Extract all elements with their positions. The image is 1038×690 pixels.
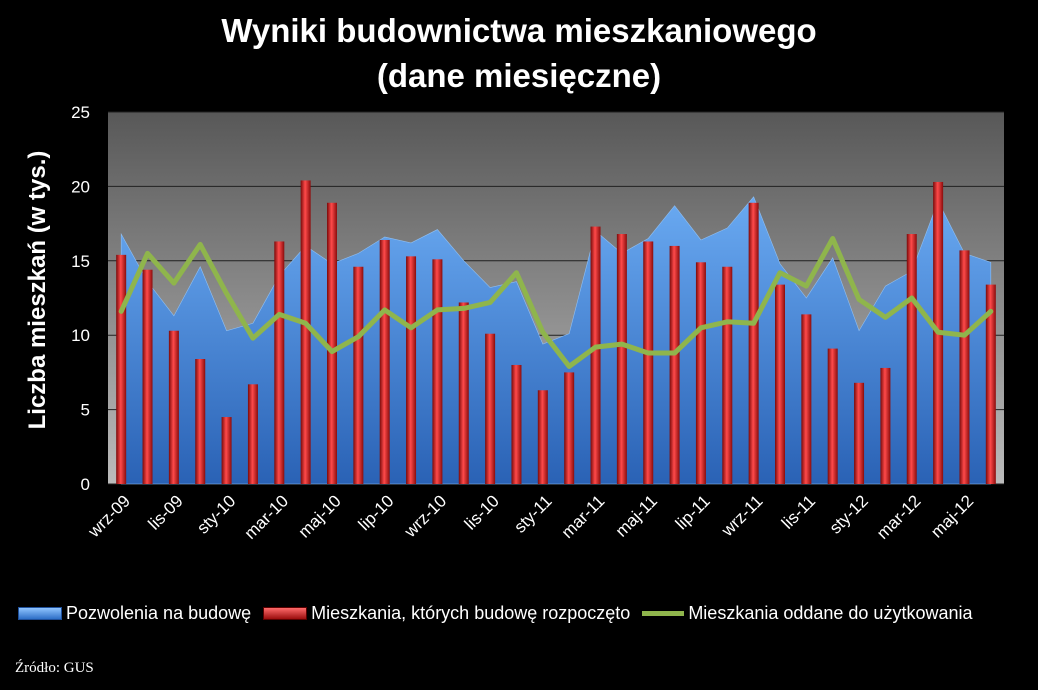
legend-label-completed: Mieszkania oddane do użytkowania [688, 602, 973, 623]
bar-2010-12 [511, 364, 522, 484]
bar-2011-06 [669, 245, 680, 484]
bar-2009-12 [195, 359, 206, 484]
bar-2011-10 [775, 284, 785, 484]
y-tick-label-4: 20 [71, 177, 90, 196]
bar-2010-11 [485, 333, 496, 484]
bar-2011-02 [564, 372, 575, 484]
legend-swatch-area [18, 606, 62, 620]
x-tick-label-15: mar-12 [873, 491, 925, 543]
x-tick-label-2: sty-10 [193, 491, 239, 537]
x-tick-label-6: wrz-10 [400, 491, 450, 541]
x-tick-label-10: maj-11 [612, 491, 661, 540]
bar-2012-02 [880, 367, 891, 484]
bar-2011-07 [695, 262, 706, 484]
chart-subtitle: (dane miesięczne) [376, 57, 662, 94]
legend-label-started: Mieszkania, których budowę rozpoczęto [311, 602, 631, 623]
y-tick-label-0: 0 [81, 475, 90, 494]
y-tick-label-3: 15 [71, 252, 90, 271]
bar-2012-06 [985, 284, 996, 484]
x-tick-label-16: maj-12 [927, 491, 977, 541]
x-tick-label-14: sty-12 [826, 491, 872, 537]
x-tick-label-5: lip-10 [355, 491, 398, 534]
x-tick-label-11: lip-11 [672, 491, 714, 533]
bar-2010-06 [353, 266, 364, 484]
bar-2010-02 [247, 384, 258, 484]
x-tick-label-12: wrz-11 [717, 491, 766, 540]
x-tick-label-9: mar-11 [558, 491, 609, 542]
legend-item-completed: Mieszkania oddane do użytkowania [642, 602, 973, 624]
bar-2011-12 [827, 348, 838, 484]
bar-2011-05 [643, 241, 654, 484]
x-tick-label-13: lis-11 [778, 491, 819, 532]
legend: Pozwolenia na budowę Mieszkania, których… [18, 600, 1038, 626]
bar-2011-04 [616, 234, 627, 484]
area-series-permits [120, 196, 992, 485]
bar-2010-09 [432, 259, 443, 484]
bar-2012-01 [854, 382, 865, 484]
bar-2010-04 [300, 180, 311, 484]
bar-2010-05 [327, 202, 337, 484]
line-series-completed [118, 235, 994, 369]
bar-2011-01 [537, 390, 548, 484]
bar-2010-01 [221, 417, 232, 484]
bar-2012-03 [906, 234, 917, 484]
x-tick-label-1: lis-09 [145, 491, 187, 533]
x-tick-label-4: maj-10 [295, 491, 345, 541]
source-note: Źródło: GUS [15, 660, 94, 676]
legend-item-started: Mieszkania, których budowę rozpoczęto [263, 603, 630, 624]
x-tick-label-0: wrz-09 [84, 491, 134, 541]
y-tick-label-1: 5 [81, 401, 90, 420]
y-axis-label: Liczba mieszkań (w tys.) [24, 150, 51, 430]
bar-2011-03 [590, 226, 601, 485]
legend-swatch-bar [263, 606, 308, 620]
bar-2009-10 [142, 269, 153, 484]
bar-2012-05 [959, 250, 970, 484]
legend-item-permits: Pozwolenia na budowę [18, 603, 251, 624]
bar-2009-09 [116, 254, 127, 484]
bar-2010-08 [406, 256, 417, 484]
bar-2010-07 [379, 239, 390, 484]
x-tick-label-8: sty-11 [510, 491, 555, 536]
y-tick-label-5: 25 [71, 103, 90, 122]
x-tick-label-7: lis-10 [461, 491, 503, 533]
chart-title: Wyniki budownictwa mieszkaniowego [221, 12, 817, 49]
bar-2011-08 [722, 266, 733, 484]
y-tick-label-2: 10 [71, 326, 90, 345]
bar-2009-11 [168, 330, 179, 484]
bar-2010-03 [274, 241, 285, 484]
bar-2010-10 [458, 302, 469, 484]
x-tick-label-3: mar-10 [241, 491, 293, 543]
bar-2011-09 [748, 202, 759, 484]
legend-label-permits: Pozwolenia na budowę [66, 602, 252, 623]
legend-swatch-line [642, 610, 685, 616]
bar-2011-11 [801, 314, 812, 484]
